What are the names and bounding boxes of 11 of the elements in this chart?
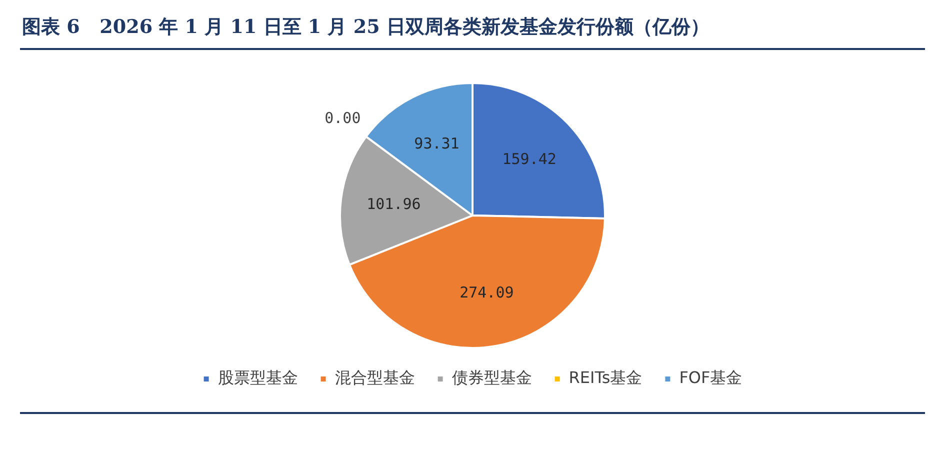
data-label: 274.09 bbox=[460, 284, 514, 302]
chart-title: 图表 6 2026 年 1 月 11 日至 1 月 25 日双周各类新发基金发行份额（亿份） bbox=[22, 15, 710, 40]
legend-label: 债券型基金 bbox=[452, 368, 532, 388]
legend-label: REITs基金 bbox=[568, 368, 642, 388]
data-label: 101.96 bbox=[366, 195, 421, 214]
legend-label: FOF基金 bbox=[679, 368, 742, 388]
legend-label: 股票型基金 bbox=[218, 368, 298, 388]
legend-label: 混合型基金 bbox=[334, 368, 415, 388]
text: 0.00 bbox=[324, 109, 361, 128]
data-label: 93.31 bbox=[414, 134, 460, 152]
data-label: 159.42 bbox=[502, 150, 556, 168]
